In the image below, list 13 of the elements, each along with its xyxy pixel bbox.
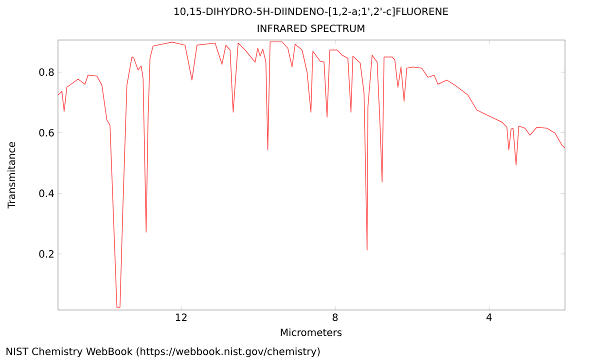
y-tick-label: 0.4 — [39, 190, 54, 198]
chart-title: 10,15-DIHYDRO-5H-DIINDENO-[1,2-a;1',2'-c]FLUORENE — [174, 7, 448, 16]
y-tick-label: 0.6 — [39, 128, 54, 137]
text: NIST Chemistry WebBook (https://webbook.nist.gov/chemistry) — [6, 347, 320, 358]
x-axis-title: Micrometers — [280, 328, 342, 336]
y-axis-title: Transmitance — [7, 142, 16, 209]
line-series — [58, 41, 565, 308]
y-tick-label: 0.8 — [39, 68, 54, 76]
x-tick-label: 4 — [486, 314, 492, 321]
x-tick-label: 12 — [176, 314, 187, 321]
x-tick-label: 8 — [332, 314, 338, 322]
y-tick-label: 0.2 — [39, 250, 54, 258]
chart-subtitle: INFRARED SPECTRUM — [258, 24, 364, 32]
